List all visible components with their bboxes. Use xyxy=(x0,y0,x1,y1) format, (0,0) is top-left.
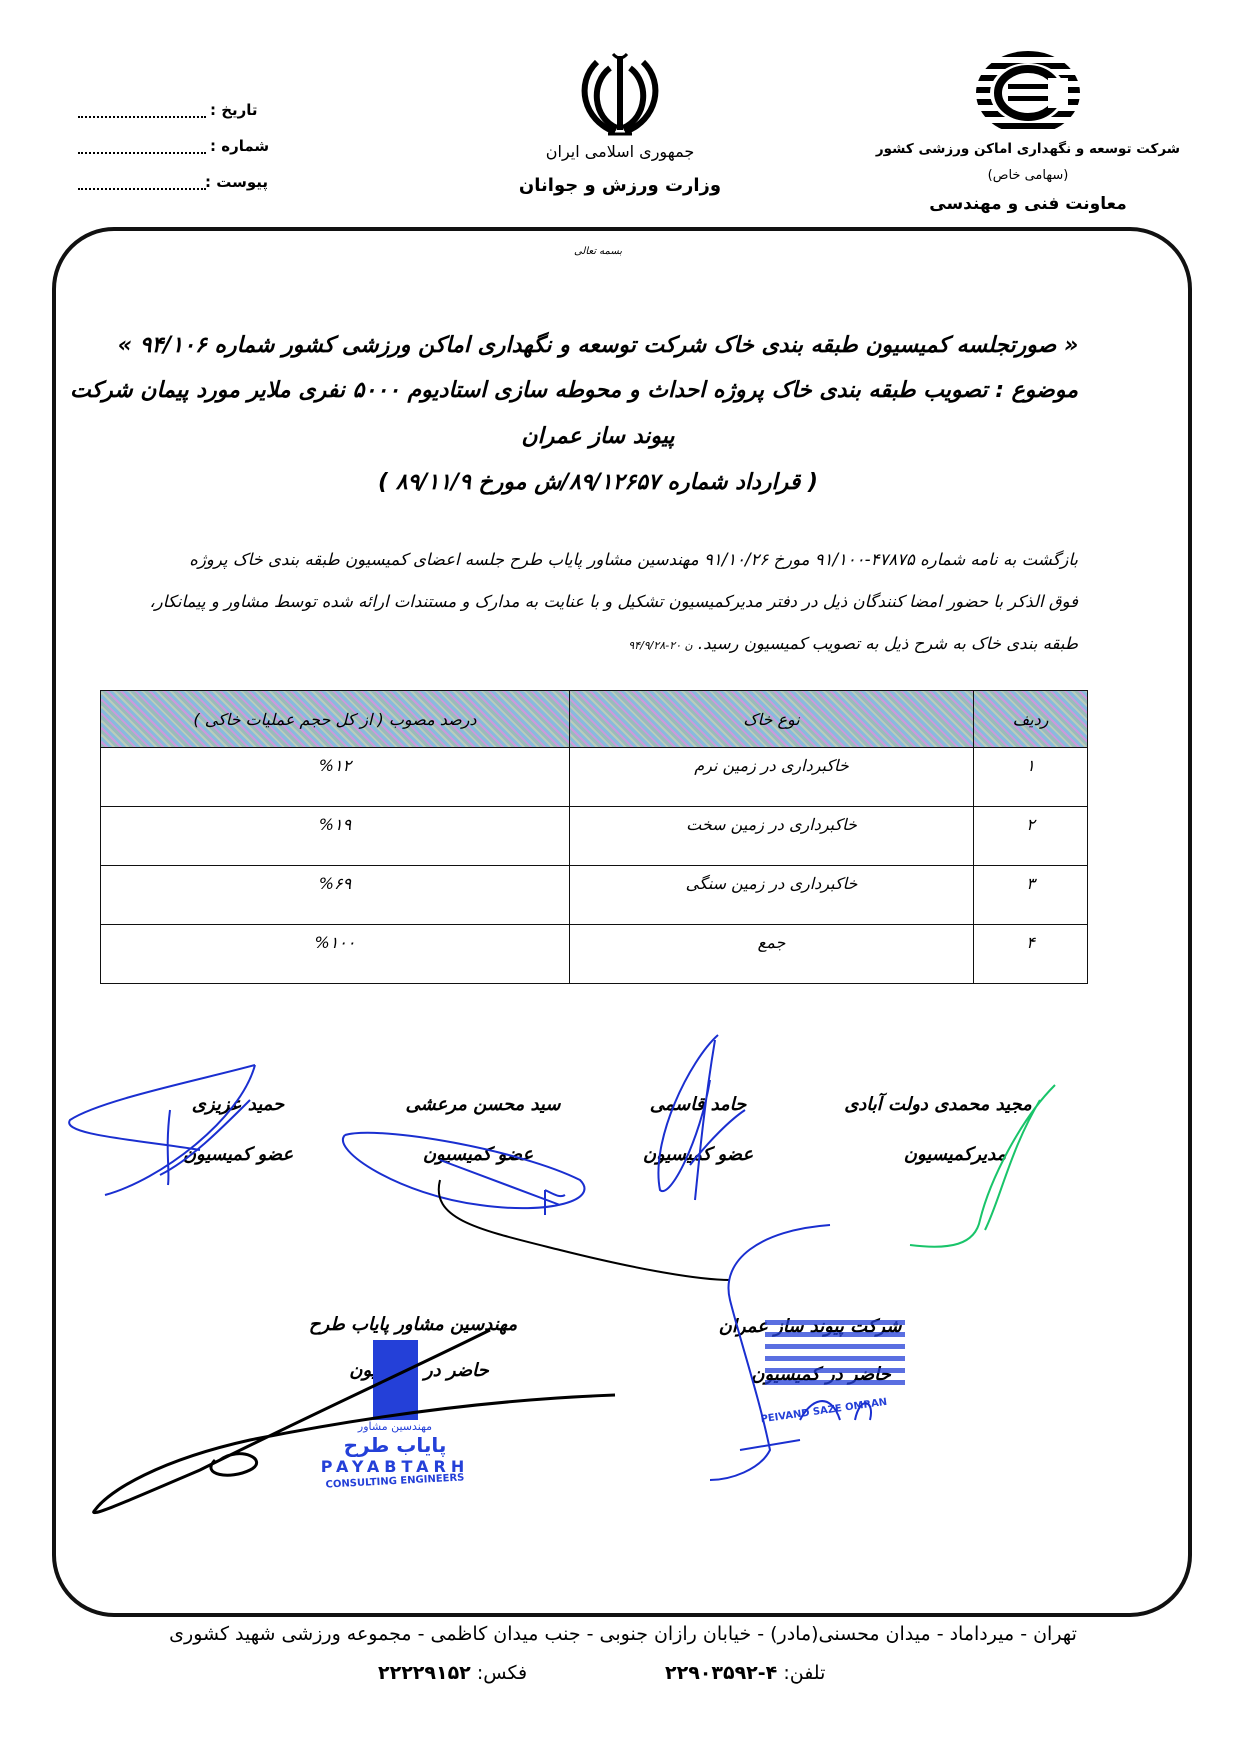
basmala: بسمه تعالی xyxy=(573,246,623,257)
header-soil-type: نوع خاک xyxy=(569,690,974,748)
stamp-title: پایاب طرح xyxy=(343,1433,447,1457)
soil-classification-table: ردیف نوع خاک درصد مصوب ( از کل حجم عملیا… xyxy=(100,690,1088,984)
signatory-name: حامد قاسمی xyxy=(649,1094,747,1115)
soil-type: جمع xyxy=(569,924,974,984)
attachment-field xyxy=(78,188,206,190)
row-number: ۳ xyxy=(973,865,1088,925)
fax-number: ۲۲۲۲۹۱۵۲ xyxy=(378,1662,471,1684)
payabtarh-stamp: مهندسین مشاور پایاب طرح PAYABTARH CONSUL… xyxy=(280,1340,510,1540)
attendee-name: مهندسین مشاور پایاب طرح xyxy=(308,1314,518,1335)
table-row: ۴ جمع %۱۰۰ xyxy=(100,924,1088,984)
number-field xyxy=(78,152,206,154)
handwritten-note: ن ۲۰-۹۴/۹/۲۸ xyxy=(628,639,693,652)
signatory-name: سید محسن مرعشی xyxy=(405,1094,561,1115)
content-frame xyxy=(52,227,1192,1617)
company-type: (سهامی خاص) xyxy=(987,168,1069,183)
phone-label: تلفن: xyxy=(783,1662,826,1684)
signatory-name: مجید محمدی دولت آبادی xyxy=(844,1094,1032,1115)
table-header-row: ردیف نوع خاک درصد مصوب ( از کل حجم عملیا… xyxy=(100,690,1088,748)
phone-number: ۴-۲۲۹۰۳۵۹۲ xyxy=(665,1662,778,1684)
row-number: ۲ xyxy=(973,806,1088,866)
header-row-number: ردیف xyxy=(973,690,1088,748)
approved-percent: %۱۲ xyxy=(100,747,570,807)
soil-type: خاکبرداری در زمین نرم xyxy=(569,747,974,807)
table-row: ۱ خاکبرداری در زمین نرم %۱۲ xyxy=(100,747,1088,807)
department-name: معاونت فنی و مهندسی xyxy=(929,194,1127,214)
row-number: ۱ xyxy=(973,747,1088,807)
footer-address: تهران - میرداماد - میدان محسنی(مادر) - خ… xyxy=(169,1623,1077,1645)
signatory-role: عضو کمیسیون xyxy=(422,1144,534,1165)
ministry-name: وزارت ورزش و جوانان xyxy=(518,175,722,196)
approved-percent: %۱۹ xyxy=(100,806,570,866)
date-field xyxy=(78,116,206,118)
pso-logo-icon xyxy=(765,1320,905,1385)
title-line-2: موضوع : تصویب طبقه بندی خاک پروژه احداث … xyxy=(70,378,1078,403)
number-label: شماره : xyxy=(210,137,270,155)
approved-percent: %۱۰۰ xyxy=(100,924,570,984)
payabtarh-logo-icon xyxy=(372,1340,418,1420)
fax-label: فکس: xyxy=(476,1662,528,1684)
company-logo-icon xyxy=(976,51,1080,129)
iran-emblem-icon xyxy=(581,52,659,136)
table-row: ۲ خاکبرداری در زمین سخت %۱۹ xyxy=(100,806,1088,866)
approved-percent: %۶۹ xyxy=(100,865,570,925)
stamp-subtitle: مهندسین مشاور xyxy=(357,1420,433,1433)
footer-phone: تلفن: ۴-۲۲۹۰۳۵۹۲ xyxy=(665,1662,825,1684)
footer-fax: فکس: ۲۲۲۲۹۱۵۲ xyxy=(378,1662,527,1684)
attachment-label: پیوست : xyxy=(205,173,269,191)
title-line-1: « صورتجلسه کمیسیون طبقه بندی خاک شرکت تو… xyxy=(117,333,1079,358)
date-label: تاریخ : xyxy=(210,101,258,119)
body-line-3-text: طبقه بندی خاک به شرح ذیل به تصویب کمیسیو… xyxy=(697,634,1078,653)
title-line-4: ( قرارداد شماره ۸۹/۱۲۶۵۷/ش مورخ ۸۹/۱۱/۹ … xyxy=(378,470,818,495)
signatory-role: مدیرکمیسیون xyxy=(903,1144,1007,1165)
body-line-2: فوق الذکر با حضور امضا کنندگان ذیل در دف… xyxy=(149,592,1078,611)
company-name: شرکت توسعه و نگهداری اماکن ورزشی کشور xyxy=(875,141,1181,157)
table-row: ۳ خاکبرداری در زمین سنگی %۶۹ xyxy=(100,865,1088,925)
signatory-name: حمید عزیزی xyxy=(191,1094,285,1115)
signatory-role: عضو کمیسیون xyxy=(642,1144,754,1165)
soil-type: خاکبرداری در زمین سنگی xyxy=(569,865,974,925)
body-line-3: طبقه بندی خاک به شرح ذیل به تصویب کمیسیو… xyxy=(628,634,1078,653)
header-approved-percent: درصد مصوب ( از کل حجم عملیات خاکی ) xyxy=(100,690,570,748)
row-number: ۴ xyxy=(973,924,1088,984)
body-line-1: بازگشت به نامه شماره ۴۷۸۷۵-۹۱/۱۰۰ مورخ ۹… xyxy=(189,550,1078,569)
title-line-3: پیوند ساز عمران xyxy=(521,424,675,449)
soil-type: خاکبرداری در زمین سخت xyxy=(569,806,974,866)
peivand-stamp: PEIVAND SAZE OMRAN xyxy=(760,1310,910,1425)
signatory-role: عضو کمیسیون xyxy=(182,1144,294,1165)
republic-name: جمهوری اسلامی ایران xyxy=(545,142,695,161)
